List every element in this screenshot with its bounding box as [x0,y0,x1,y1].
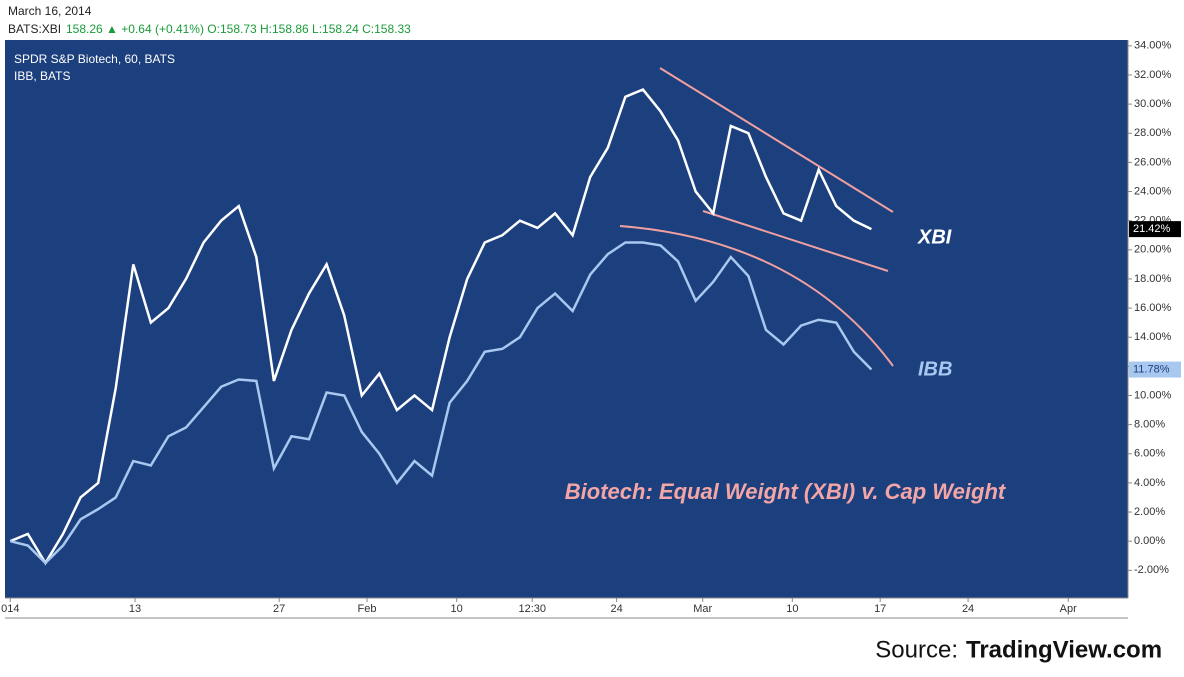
x-tick-label: 10 [451,603,463,615]
symbol: BATS:XBI [8,22,61,36]
series-line [9,88,872,566]
x-tick-label: 10 [786,603,798,615]
last-value-box [1129,361,1181,378]
x-tick-label: 24 [610,603,622,615]
trend-line [659,67,894,213]
annotation-ibb: IBB [918,358,952,380]
source-label: Source: [875,636,958,663]
legend-entry: IBB, BATS [14,69,70,83]
x-tick-label: Feb [358,603,377,615]
x-tick-label: 13 [129,603,141,615]
y-tick-label: 18.00% [1134,273,1172,285]
last-value-box [1129,221,1181,238]
date: March 16, 2014 [8,4,92,18]
y-tick-label: 16.00% [1134,302,1172,314]
annotation-title: Biotech: Equal Weight (XBI) v. Cap Weigh… [565,479,1007,504]
y-tick-label: 4.00% [1134,477,1165,489]
legend-entry: SPDR S&P Biotech, 60, BATS [14,52,175,66]
y-tick-label: 24.00% [1134,185,1172,197]
last-value-label: 21.42% [1133,223,1171,235]
y-tick-label: -2.00% [1134,564,1169,576]
annotation-xbi: XBI [917,226,952,248]
series-line [9,241,873,565]
y-tick-label: 8.00% [1134,419,1165,431]
trend-curve [619,225,894,367]
y-tick-label: 30.00% [1134,98,1172,110]
y-tick-label: 14.00% [1134,331,1172,343]
x-tick-label: 17 [874,603,886,615]
x-tick-label: Apr [1060,603,1077,615]
x-tick-label: 12:30 [518,603,546,615]
quote: 158.26 ▲ +0.64 (+0.41%) O:158.73 H:158.8… [66,22,411,36]
y-tick-label: 28.00% [1134,127,1172,139]
x-tick-label: 014 [1,603,19,615]
last-value-label: 11.78% [1133,363,1170,375]
y-tick-label: 34.00% [1134,40,1172,52]
y-tick-label: 32.00% [1134,69,1172,81]
y-tick-label: 20.00% [1134,244,1172,256]
x-tick-label: Mar [693,603,712,615]
y-tick-label: 10.00% [1134,389,1172,401]
y-tick-label: 6.00% [1134,448,1165,460]
trend-line [702,210,889,272]
y-tick-label: 0.00% [1134,535,1165,547]
source-name: TradingView.com [966,636,1162,663]
plot-background [5,40,1128,598]
x-tick-label: 27 [273,603,285,615]
y-tick-label: 26.00% [1134,156,1172,168]
x-tick-label: 24 [962,603,974,615]
y-tick-label: 2.00% [1134,506,1165,518]
